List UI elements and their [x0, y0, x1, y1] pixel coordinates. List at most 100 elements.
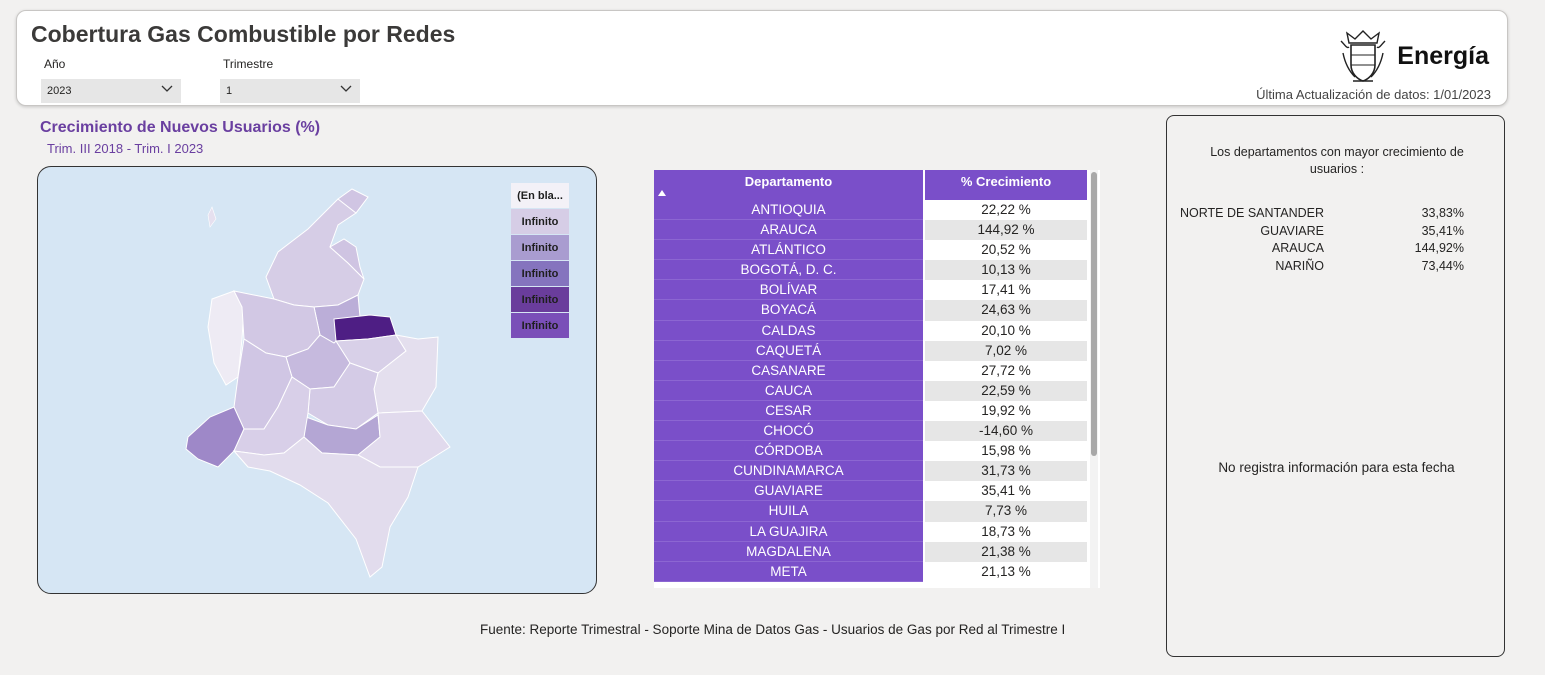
growth-table: Departamento % Crecimiento ANTIOQUIA 22,2… [654, 170, 1100, 588]
cell-department: BOGOTÁ, D. C. [654, 260, 923, 281]
top-department-row: GUAVIARE 35,41% [1167, 224, 1506, 242]
table-row[interactable]: BOYACÁ 24,63 % [654, 300, 1087, 321]
table-row[interactable]: BOLÍVAR 17,41 % [654, 280, 1087, 301]
cell-growth: 19,92 % [925, 400, 1087, 422]
cell-growth: 20,52 % [925, 240, 1087, 261]
year-slicer-value: 2023 [47, 85, 72, 97]
table-row[interactable]: META 21,13 % [654, 561, 1087, 582]
quarter-slicer-label: Trimestre [223, 57, 274, 71]
legend-item[interactable]: Infinito [511, 261, 569, 287]
panel-heading: Los departamentos con mayor crecimiento … [1210, 145, 1464, 176]
cell-growth: 7,02 % [925, 340, 1087, 361]
cell-department: CASANARE [654, 360, 923, 381]
top-department-value: 144,92% [1414, 241, 1464, 255]
cell-growth: 35,41 % [925, 481, 1087, 502]
table-row[interactable]: CUNDINAMARCA 31,73 % [654, 461, 1087, 482]
map-region-amazonas [232, 436, 419, 578]
page-title: Cobertura Gas Combustible por Redes [31, 21, 456, 47]
column-header-label: Departamento [744, 174, 833, 189]
coat-of-arms-icon [1340, 30, 1386, 82]
table-body: ANTIOQUIA 22,22 % ARAUCA 144,92 % ATLÁNTICO 2… [654, 200, 1087, 582]
cell-growth: 27,72 % [925, 360, 1087, 381]
cell-department: CALDAS [654, 320, 923, 341]
map-region-guajira [337, 188, 369, 214]
cell-growth: 10,13 % [925, 260, 1087, 281]
brand-name: Energía [1397, 41, 1489, 70]
empty-state-message: No registra información para esta fecha [1218, 460, 1455, 475]
legend-item[interactable]: Infinito [511, 235, 569, 261]
legend-item[interactable]: Infinito [511, 209, 569, 235]
cell-department: MAGDALENA [654, 541, 923, 562]
cell-growth: 22,22 % [925, 200, 1087, 221]
cell-growth: 21,13 % [925, 561, 1087, 582]
cell-department: BOLÍVAR [654, 280, 923, 301]
sort-ascending-icon [658, 190, 666, 196]
top-department-name: NORTE DE SANTANDER [1179, 206, 1324, 220]
quarter-slicer[interactable]: 1 [220, 79, 360, 103]
map-section-title: Crecimiento de Nuevos Usuarios (%) [40, 119, 321, 136]
year-slicer[interactable]: 2023 [41, 79, 181, 103]
cell-growth: 20,10 % [925, 320, 1087, 341]
table-row[interactable]: GUAVIARE 35,41 % [654, 481, 1087, 502]
cell-department: GUAVIARE [654, 481, 923, 502]
top-department-value: 35,41% [1421, 223, 1464, 238]
table-row[interactable]: LA GUAJIRA 18,73 % [654, 521, 1087, 542]
legend-item[interactable]: Infinito [511, 313, 569, 339]
quarter-slicer-value: 1 [226, 85, 233, 97]
table-row[interactable]: BOGOTÁ, D. C. 10,13 % [654, 260, 1087, 281]
cell-growth: 31,73 % [925, 461, 1087, 482]
cell-growth: 7,73 % [925, 501, 1087, 522]
table-row[interactable]: CÓRDOBA 15,98 % [654, 441, 1087, 462]
top-department-row: NORTE DE SANTANDER 33,83% [1167, 206, 1506, 224]
table-row[interactable]: ARAUCA 144,92 % [654, 220, 1087, 241]
cell-growth: 15,98 % [925, 441, 1087, 462]
table-row[interactable]: CALDAS 20,10 % [654, 320, 1087, 341]
header-card: Cobertura Gas Combustible por Redes Año … [16, 10, 1508, 106]
table-row[interactable]: ATLÁNTICO 20,52 % [654, 240, 1087, 261]
cell-department: CUNDINAMARCA [654, 461, 923, 482]
map-canvas [185, 188, 451, 578]
legend-item[interactable]: (En bla... [511, 183, 569, 209]
cell-department: ANTIOQUIA [654, 200, 923, 221]
column-header-label: % Crecimiento [960, 174, 1052, 189]
column-header-growth[interactable]: % Crecimiento [925, 170, 1087, 200]
brand-logo: Energía [1337, 27, 1489, 85]
cell-department: CHOCÓ [654, 421, 923, 442]
cell-growth: 22,59 % [925, 380, 1087, 401]
cell-department: BOYACÁ [654, 300, 923, 321]
colombia-map[interactable]: (En bla... Infinito Infinito Infinito In… [37, 166, 597, 594]
cell-growth: 144,92 % [925, 220, 1087, 241]
table-row[interactable]: ANTIOQUIA 22,22 % [654, 200, 1087, 221]
cell-growth: 17,41 % [925, 280, 1087, 301]
chevron-down-icon [340, 85, 352, 92]
cell-department: ATLÁNTICO [654, 240, 923, 261]
cell-growth: 18,73 % [925, 521, 1087, 542]
cell-department: META [654, 561, 923, 582]
table-row[interactable]: MAGDALENA 21,38 % [654, 541, 1087, 562]
top-department-row: ARAUCA 144,92% [1167, 241, 1506, 259]
table-row[interactable]: CASANARE 27,72 % [654, 360, 1087, 381]
top-department-name: NARIÑO [1275, 258, 1324, 273]
cell-growth: 24,63 % [925, 300, 1087, 321]
column-header-department[interactable]: Departamento [654, 170, 923, 200]
cell-department: CAUCA [654, 380, 923, 401]
last-update-text: Última Actualización de datos: 1/01/2023 [1256, 87, 1491, 102]
source-text: Fuente: Reporte Trimestral - Soporte Min… [480, 622, 1066, 637]
top-department-value: 73,44% [1421, 258, 1464, 273]
cell-department: CÓRDOBA [654, 441, 923, 462]
table-scrollbar[interactable] [1090, 170, 1098, 588]
table-row[interactable]: CESAR 19,92 % [654, 400, 1087, 422]
table-row[interactable]: CAUCA 22,59 % [654, 380, 1087, 401]
legend-item[interactable]: Infinito [511, 287, 569, 313]
top-departments-panel: Los departamentos con mayor crecimiento … [1166, 115, 1505, 657]
map-section-subtitle: Trim. III 2018 - Trim. I 2023 [47, 141, 204, 156]
cell-department: ARAUCA [654, 220, 923, 241]
cell-department: LA GUAJIRA [654, 521, 923, 542]
scrollbar-thumb[interactable] [1091, 172, 1097, 456]
top-department-value: 33,83% [1421, 206, 1464, 220]
map-region-cesar [329, 238, 365, 280]
table-row[interactable]: CHOCÓ -14,60 % [654, 421, 1087, 442]
table-row[interactable]: CAQUETÁ 7,02 % [654, 340, 1087, 361]
map-legend: (En bla... Infinito Infinito Infinito In… [511, 183, 569, 339]
table-row[interactable]: HUILA 7,73 % [654, 501, 1087, 522]
